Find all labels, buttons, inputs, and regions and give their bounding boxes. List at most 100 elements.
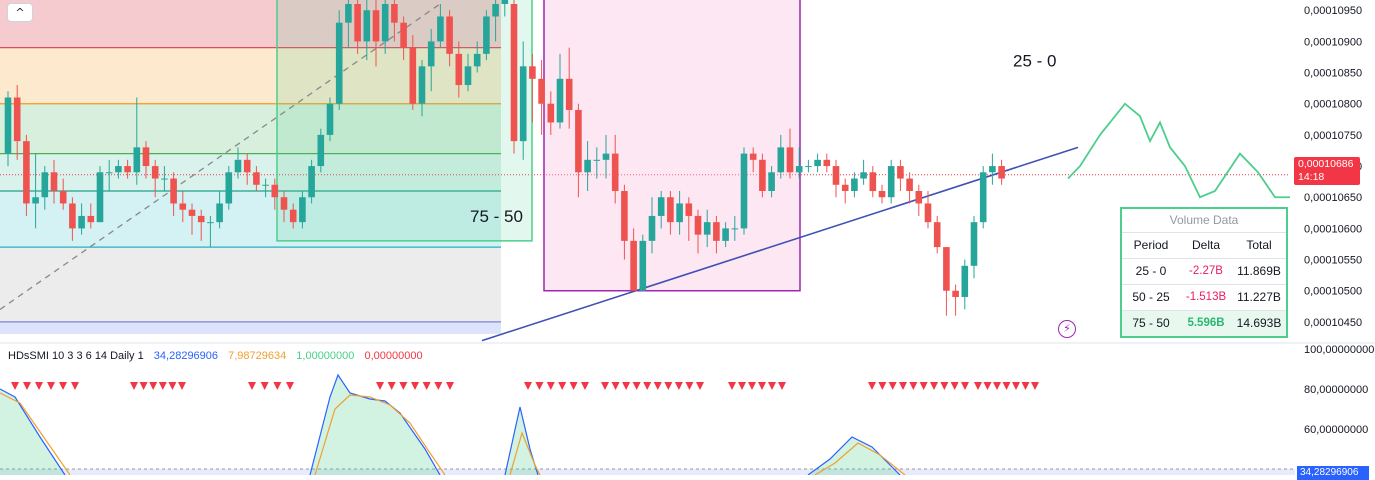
overbought-marker: [611, 382, 620, 390]
candle-body: [657, 197, 665, 216]
candle-body: [602, 153, 610, 160]
candle: [989, 153, 996, 185]
candle-body: [648, 215, 656, 241]
row-delta: -2.27B: [1189, 265, 1223, 277]
price-tick-label: 0,00010600: [1304, 223, 1362, 235]
range-boxes: 75 - 50 25 - 0: [276, 0, 1056, 292]
candle: [391, 0, 398, 42]
table-row: 75 - 50 5.596B 14.693B: [1122, 310, 1286, 336]
candle-body: [326, 103, 334, 135]
candle-body: [69, 203, 76, 229]
candle-body: [621, 191, 628, 241]
candle-body: [805, 166, 812, 168]
candle: [832, 159, 840, 198]
indicator-name: HDsSMI 10 3 3 6 14 Daily 1: [8, 350, 144, 362]
smi-fill: [505, 407, 538, 475]
candle-body: [179, 203, 187, 210]
candle-body: [565, 78, 573, 110]
candle: [556, 53, 564, 129]
overbought-marker: [950, 382, 959, 390]
candle: [409, 35, 417, 110]
candle-body: [87, 215, 95, 223]
overbought-marker: [632, 382, 641, 390]
candle: [50, 159, 58, 204]
candle: [179, 191, 187, 223]
candle-body: [897, 166, 904, 179]
candle-body: [363, 10, 371, 42]
candle-body: [23, 141, 30, 204]
overbought-marker: [387, 382, 396, 390]
candle-body: [832, 166, 840, 185]
candle: [694, 209, 702, 254]
overbought-marker: [768, 382, 776, 390]
candle-body: [161, 178, 168, 180]
candle: [124, 159, 131, 179]
candle: [860, 159, 867, 185]
lightning-icon[interactable]: ⚡: [1058, 320, 1076, 338]
candle-body: [234, 159, 242, 173]
smi-line: [309, 373, 441, 475]
overbought-marker: [868, 382, 876, 390]
candle: [381, 0, 389, 54]
candle: [105, 159, 113, 191]
candle: [289, 203, 297, 229]
overbought-marker: [569, 382, 578, 390]
candle-body: [630, 240, 637, 291]
candle: [96, 166, 104, 223]
candle-body: [253, 172, 260, 185]
range-box-label: 75 - 50: [470, 207, 523, 226]
candle: [805, 159, 812, 173]
candle: [593, 147, 601, 179]
candle: [676, 191, 683, 235]
table-row: 50 - 25 -1.513B 11.227B: [1122, 284, 1286, 310]
candle-body: [50, 172, 58, 191]
candle: [575, 103, 582, 198]
overbought-marker: [11, 382, 19, 390]
candle-body: [225, 172, 233, 204]
candle: [400, 16, 407, 61]
candle: [851, 172, 858, 198]
dashed-trend-line: [0, 3, 441, 310]
candle: [59, 178, 67, 210]
overbought-marker: [909, 382, 918, 390]
overbought-marker: [399, 382, 408, 390]
overbought-marker: [558, 382, 567, 390]
candle-body: [740, 153, 748, 229]
candle-body: [989, 166, 996, 173]
candle-body: [142, 147, 150, 167]
candle: [437, 4, 444, 48]
candle: [188, 203, 196, 235]
candle-body: [124, 166, 131, 173]
candle-body: [216, 203, 223, 223]
support-trend-line: [481, 146, 1079, 342]
smi-fill: [808, 437, 900, 475]
candle-body: [556, 78, 564, 123]
candle: [657, 191, 665, 229]
chevron-up-icon[interactable]: ^: [7, 3, 33, 22]
candle: [326, 97, 334, 142]
candle: [961, 259, 969, 310]
candle: [87, 203, 95, 229]
candle: [639, 234, 647, 291]
signal-line: [814, 442, 906, 475]
candle-body: [593, 159, 601, 161]
header-total: Total: [1246, 238, 1272, 252]
candle-body: [952, 290, 959, 297]
candle-body: [722, 228, 729, 241]
price-tick-label: 0,00010800: [1304, 99, 1362, 111]
projection-curve: [1067, 102, 1290, 199]
candle-body: [915, 191, 923, 204]
candle-body: [759, 159, 766, 191]
candle: [161, 166, 168, 191]
candle: [446, 10, 453, 67]
indicator-legend[interactable]: HDsSMI 10 3 3 6 14 Daily 1 34,28296906 7…: [8, 350, 430, 364]
candle: [308, 159, 315, 204]
overbought-marker: [622, 382, 631, 390]
indicator-tick-label: 80,00000000: [1304, 384, 1368, 396]
candle: [115, 159, 122, 179]
candle-body: [547, 103, 555, 123]
indicator-value-tag: 34,28296906: [1297, 466, 1369, 480]
candle-body: [851, 178, 858, 191]
overbought-marker: [260, 382, 269, 390]
